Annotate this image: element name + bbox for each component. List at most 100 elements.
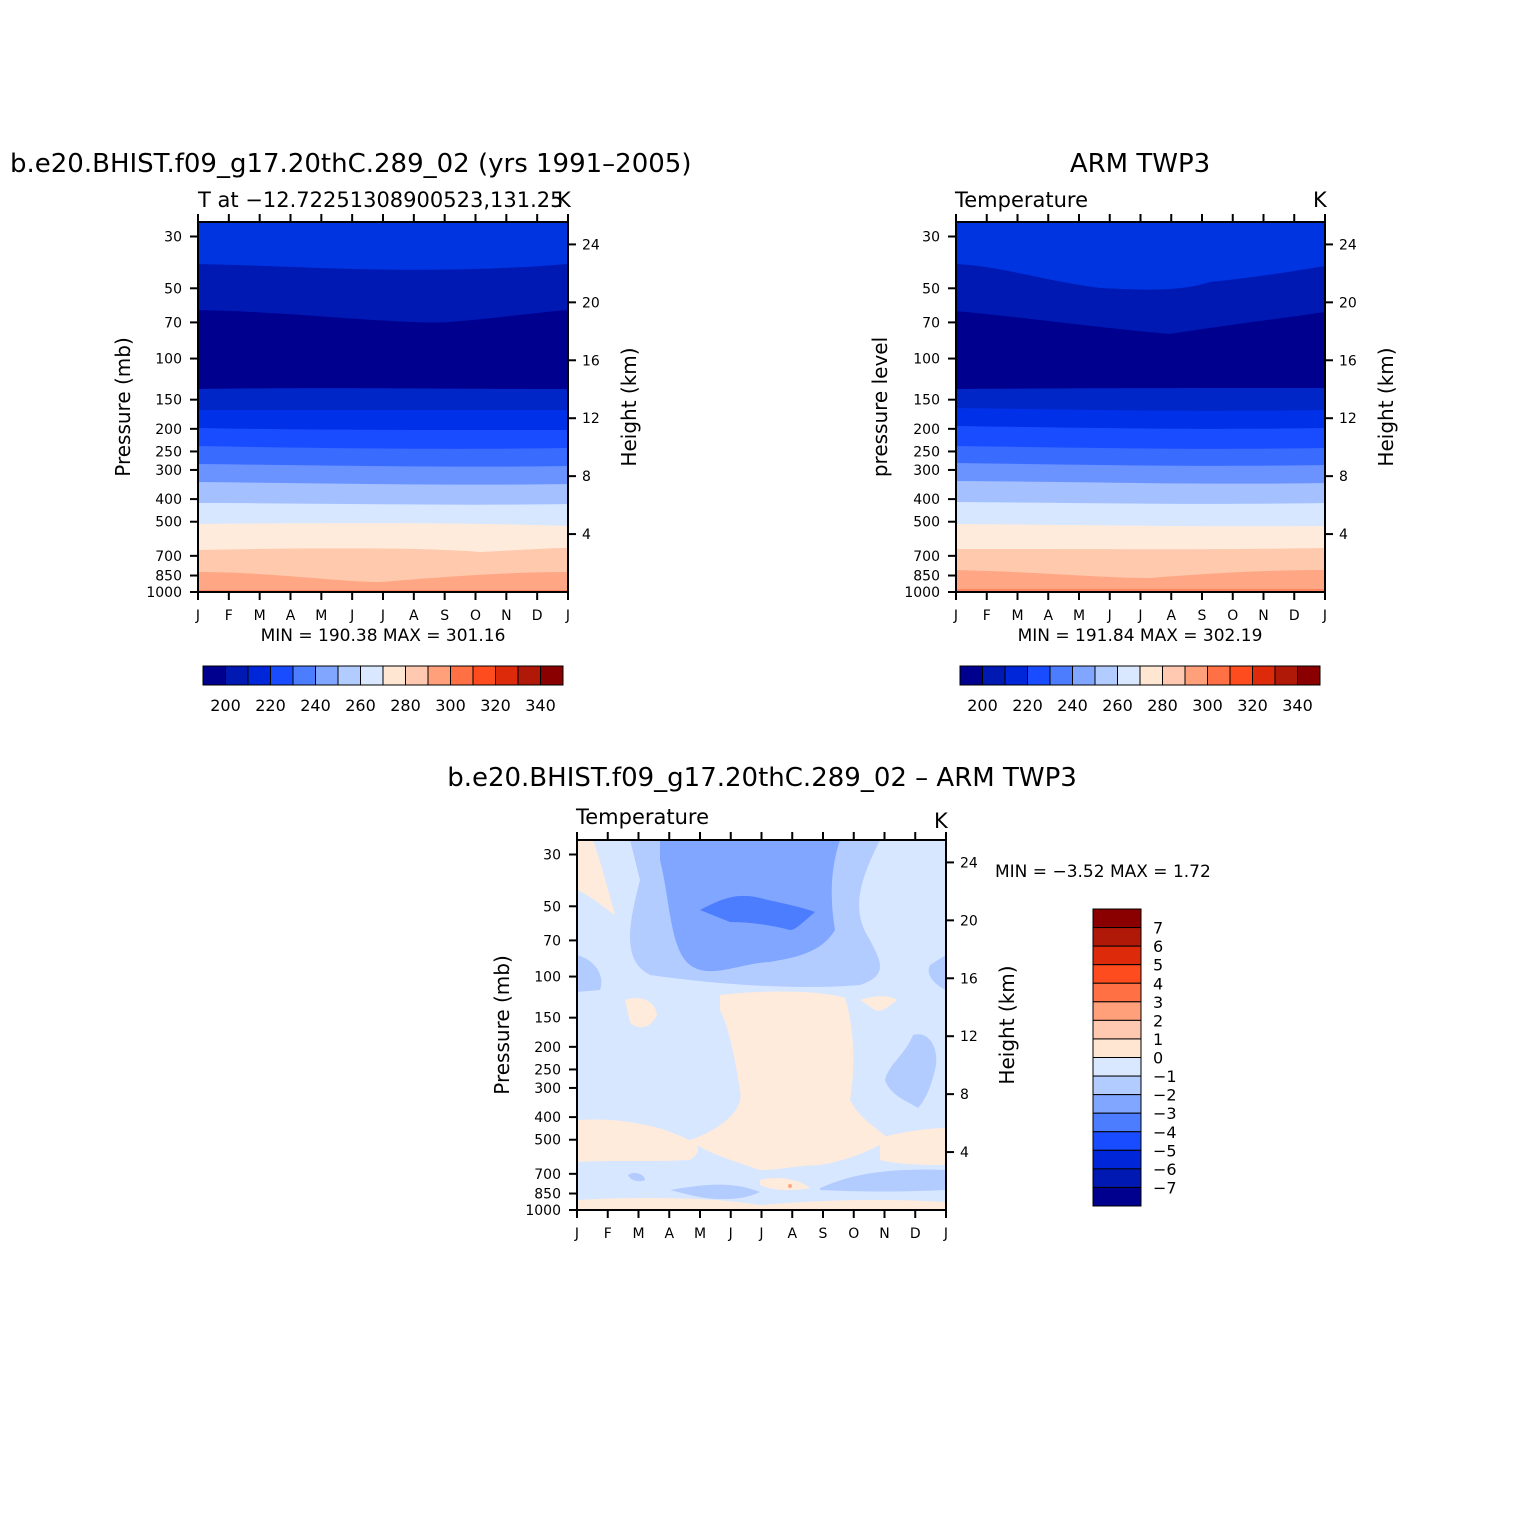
colorbar-swatch [225, 665, 249, 686]
y-right-tick-label: 12 [960, 1029, 978, 1045]
colorbar-swatch [1092, 927, 1142, 947]
y-tick-label: 500 [534, 1133, 561, 1149]
colorbar-label: 5 [1153, 956, 1163, 975]
colorbar-label: −2 [1153, 1086, 1177, 1105]
panel-obs-ylabel: pressure level [868, 337, 892, 477]
colorbar-label: 7 [1153, 919, 1163, 938]
colorbar-swatch [1092, 1186, 1142, 1207]
y-tick-label: 100 [534, 970, 561, 986]
y-tick-label: 50 [164, 281, 182, 297]
x-tick-label: N [879, 1226, 889, 1242]
panel-diff-stats: MIN = −3.52 MAX = 1.72 [995, 862, 1211, 882]
y-tick-label: 30 [164, 230, 182, 246]
x-tick-label: A [1043, 608, 1053, 624]
colorbar-swatch [247, 665, 271, 686]
y-tick-label: 250 [913, 444, 940, 460]
y-tick-label: 700 [534, 1167, 561, 1183]
colorbar-swatch [337, 665, 361, 686]
y-tick-label: 200 [155, 422, 182, 438]
y-tick-label: 850 [913, 569, 940, 585]
colorbar-swatch [1162, 665, 1186, 686]
y-right-tick-label: 8 [1339, 469, 1348, 485]
x-tick-label: J [943, 1226, 948, 1242]
y-tick-label: 1000 [146, 585, 182, 601]
x-tick-label: N [1258, 608, 1268, 624]
y-tick-label: 50 [543, 899, 561, 915]
colorbar-label: −3 [1153, 1104, 1177, 1123]
panel-diff: b.e20.BHIST.f09_g17.20thC.289_02 – ARM T… [447, 763, 1211, 1242]
colorbar-swatch [959, 665, 983, 686]
y-tick-label: 1000 [525, 1203, 561, 1219]
x-tick-label: A [409, 608, 419, 624]
colorbar-swatch [405, 665, 429, 686]
x-tick-label: J [380, 608, 385, 624]
colorbar-swatch [1092, 964, 1142, 984]
y-tick-label: 70 [543, 933, 561, 949]
colorbar-label: 340 [1282, 696, 1313, 715]
panel-model: b.e20.BHIST.f09_g17.20thC.289_02 (yrs 19… [10, 149, 691, 715]
colorbar-swatch [1092, 1057, 1142, 1077]
colorbar-swatch [1117, 665, 1141, 686]
y-tick-label: 200 [534, 1040, 561, 1056]
x-tick-label: M [1011, 608, 1023, 624]
x-tick-label: J [953, 608, 958, 624]
colorbar-swatch [360, 665, 384, 686]
y-tick-label: 250 [534, 1062, 561, 1078]
y-tick-label: 850 [534, 1187, 561, 1203]
panel-model-title: b.e20.BHIST.f09_g17.20thC.289_02 (yrs 19… [10, 149, 691, 179]
x-tick-label: M [694, 1226, 706, 1242]
x-tick-label: D [532, 608, 543, 624]
x-tick-label: A [1166, 608, 1176, 624]
colorbar-label: 260 [1102, 696, 1133, 715]
y-tick-label: 500 [155, 515, 182, 531]
y-right-tick-label: 4 [1339, 527, 1348, 543]
colorbar-label: 3 [1153, 993, 1163, 1012]
x-tick-label: N [501, 608, 511, 624]
panel-obs-colorbar: 200 220 240 260 280 300 320 340 [959, 665, 1321, 715]
x-tick-label: O [1227, 608, 1238, 624]
y-tick-label: 50 [922, 281, 940, 297]
colorbar-label: 260 [345, 696, 376, 715]
panel-obs-units: K [1313, 188, 1328, 212]
x-tick-label: O [848, 1226, 859, 1242]
x-tick-label: J [1137, 608, 1142, 624]
x-tick-label: F [225, 608, 233, 624]
colorbar-swatch [1092, 1112, 1142, 1133]
y-right-tick-label: 24 [960, 855, 978, 871]
y-tick-label: 400 [913, 492, 940, 508]
y-right-tick-label: 8 [582, 469, 591, 485]
colorbar-swatch [1092, 1001, 1142, 1021]
colorbar-label: −7 [1153, 1178, 1177, 1197]
x-tick-label: J [195, 608, 200, 624]
y-tick-label: 1000 [904, 585, 940, 601]
x-tick-label: J [349, 608, 354, 624]
colorbar-label: 320 [1237, 696, 1268, 715]
y-right-tick-label: 8 [960, 1087, 969, 1103]
y-right-tick-label: 24 [582, 237, 600, 253]
x-tick-label: M [632, 1226, 644, 1242]
y-tick-label: 400 [534, 1110, 561, 1126]
y-tick-label: 70 [164, 315, 182, 331]
colorbar-swatch [1092, 1075, 1142, 1096]
colorbar-swatch [1092, 1149, 1142, 1170]
x-tick-label: M [1073, 608, 1085, 624]
colorbar-label: 220 [255, 696, 286, 715]
x-tick-label: O [470, 608, 481, 624]
colorbar-swatch [1207, 665, 1231, 686]
x-tick-label: J [574, 1226, 579, 1242]
y-right-tick-label: 20 [960, 913, 978, 929]
colorbar-swatch [1092, 1168, 1142, 1188]
colorbar-swatch [1027, 665, 1051, 686]
colorbar-label: 280 [1147, 696, 1178, 715]
colorbar-swatch [1049, 665, 1073, 686]
y-tick-label: 150 [155, 393, 182, 409]
colorbar-label: 6 [1153, 937, 1163, 956]
colorbar-swatch [1092, 908, 1142, 929]
panel-diff-title: b.e20.BHIST.f09_g17.20thC.289_02 – ARM T… [447, 763, 1077, 793]
colorbar-label: 220 [1012, 696, 1043, 715]
y-right-tick-label: 12 [582, 411, 600, 427]
panel-model-ylabel: Pressure (mb) [111, 337, 135, 477]
panel-obs: ARM TWP3 Temperature K 30 50 70 100 150 200 25… [868, 149, 1398, 715]
